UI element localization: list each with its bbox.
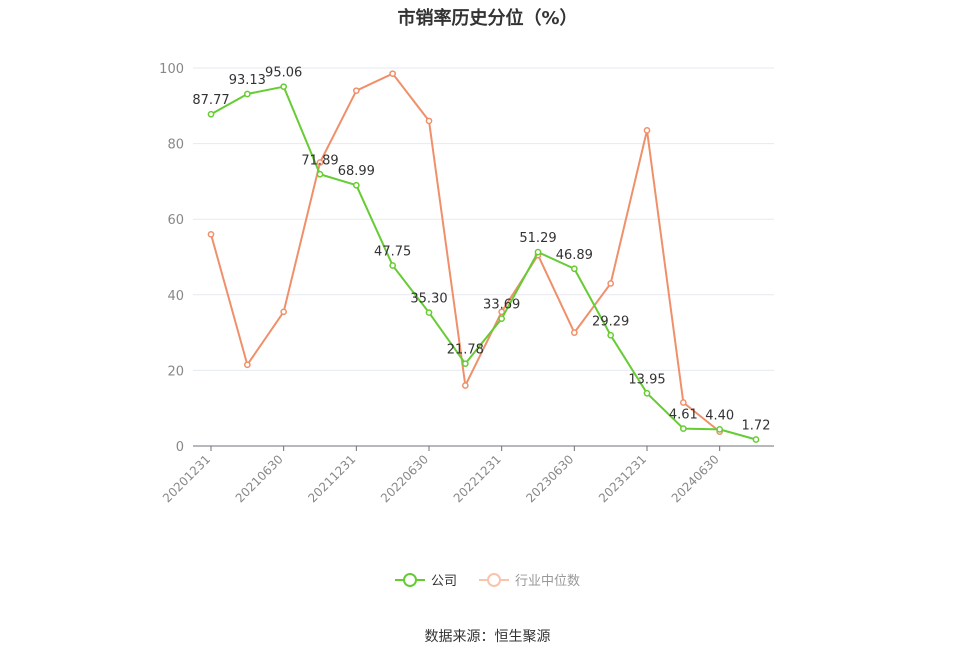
x-tick-label: 20220630 [378, 452, 431, 505]
legend-item-company[interactable]: 公司 [394, 570, 457, 589]
series-point-0 [425, 309, 433, 316]
series-point-0 [243, 90, 251, 98]
data-label: 51.29 [519, 231, 556, 246]
legend-label-company: 公司 [430, 574, 457, 589]
y-tick-label: 20 [167, 364, 184, 379]
series-point-0 [461, 360, 469, 368]
chart-title: 市销率历史分位（%） [397, 8, 578, 29]
series-point-1 [352, 87, 360, 95]
y-tick-label: 60 [167, 213, 184, 228]
series-line-0 [210, 85, 757, 441]
data-label: 47.75 [374, 245, 411, 260]
x-tick-label: 20231231 [596, 452, 649, 505]
series-point-0 [389, 262, 397, 269]
x-tick-label: 20230630 [523, 452, 576, 505]
data-label: 1.72 [742, 418, 771, 433]
data-label: 93.13 [229, 73, 266, 88]
series-point-0 [643, 389, 651, 397]
series-point-0 [534, 248, 542, 256]
y-tick-label: 100 [159, 62, 184, 77]
series-point-0 [498, 315, 506, 323]
data-label: 35.30 [410, 292, 447, 307]
series-point-1 [461, 382, 469, 389]
legend-label-industry-median: 行业中位数 [515, 574, 581, 589]
data-label: 21.78 [447, 343, 484, 358]
data-label: 29.29 [592, 314, 629, 329]
y-axis: 0 20 40 60 80 100 [159, 62, 184, 455]
x-tick-label: 20221231 [451, 452, 504, 505]
x-axis: 20201231 20210630 20211231 20220630 20221231… [160, 445, 774, 505]
series-point-0 [607, 331, 615, 339]
data-label: 71.89 [301, 153, 338, 168]
data-label: 46.89 [556, 248, 593, 263]
series-point-1 [607, 280, 615, 287]
series-point-0 [207, 110, 215, 118]
data-label: 4.61 [669, 408, 698, 423]
series-point-0 [570, 265, 578, 273]
series-point-1 [243, 361, 251, 369]
legend-swatch-industry-icon [479, 572, 509, 588]
data-label: 33.69 [483, 298, 520, 313]
legend-swatch-company-icon [394, 572, 425, 588]
legend: 公司 行业中位数 [0, 570, 975, 589]
data-label: 68.99 [338, 164, 375, 179]
data-label: 13.95 [628, 372, 665, 387]
data-label: 95.06 [265, 66, 302, 81]
series-point-0 [752, 436, 760, 443]
series-point-1 [316, 159, 324, 166]
legend-item-industry-median[interactable]: 行业中位数 [479, 570, 580, 589]
series-point-0 [716, 426, 724, 433]
data-label: 4.40 [705, 408, 734, 423]
x-tick-label: 20210630 [233, 452, 286, 505]
series-point-1 [570, 329, 578, 336]
series-point-1 [207, 230, 215, 238]
y-tick-label: 40 [167, 289, 184, 304]
series-point-0 [679, 425, 687, 432]
series-point-1 [643, 127, 651, 134]
y-tick-label: 0 [176, 440, 184, 455]
series-point-0 [352, 181, 360, 189]
data-label: 87.77 [192, 93, 229, 108]
series-point-1 [425, 117, 433, 125]
series-layer [207, 70, 760, 443]
data-source: 数据来源：恒生聚源 [424, 629, 551, 645]
series-point-1 [679, 399, 687, 406]
series-point-1 [280, 308, 288, 316]
x-tick-label: 20211231 [305, 452, 358, 505]
x-tick-label: 20240630 [669, 452, 722, 505]
y-tick-label: 80 [167, 138, 184, 153]
series-point-1 [389, 70, 397, 78]
x-tick-label: 20201231 [160, 452, 213, 505]
grid-lines [193, 67, 774, 371]
series-point-0 [316, 170, 324, 178]
series-point-0 [280, 83, 288, 91]
